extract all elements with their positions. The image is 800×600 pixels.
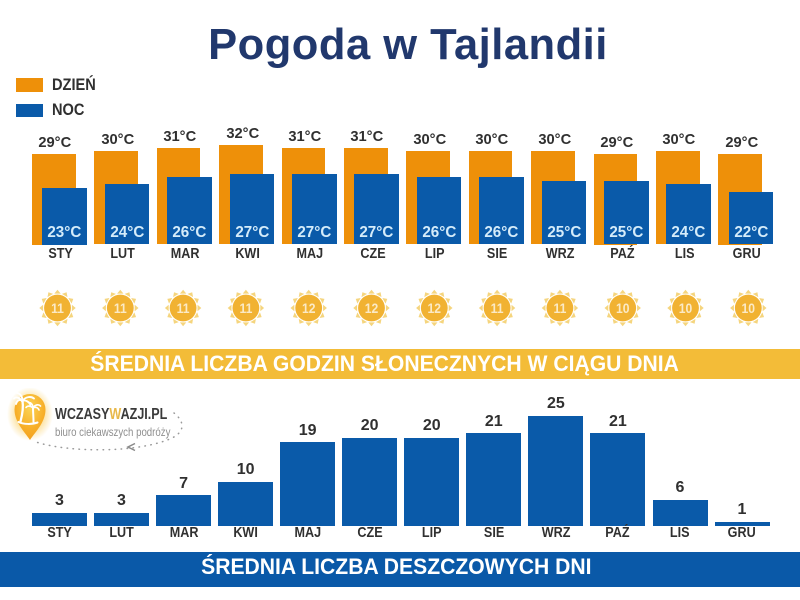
svg-text:10: 10: [679, 300, 693, 316]
svg-text:10: 10: [616, 300, 630, 316]
svg-text:11: 11: [553, 300, 566, 316]
svg-text:12: 12: [302, 300, 316, 316]
svg-text:12: 12: [365, 300, 379, 316]
svg-text:11: 11: [177, 300, 190, 316]
svg-text:11: 11: [51, 300, 64, 316]
svg-text:12: 12: [428, 300, 442, 316]
svg-text:11: 11: [114, 300, 127, 316]
svg-text:11: 11: [491, 300, 504, 316]
svg-text:11: 11: [239, 300, 252, 316]
svg-text:10: 10: [742, 300, 756, 316]
